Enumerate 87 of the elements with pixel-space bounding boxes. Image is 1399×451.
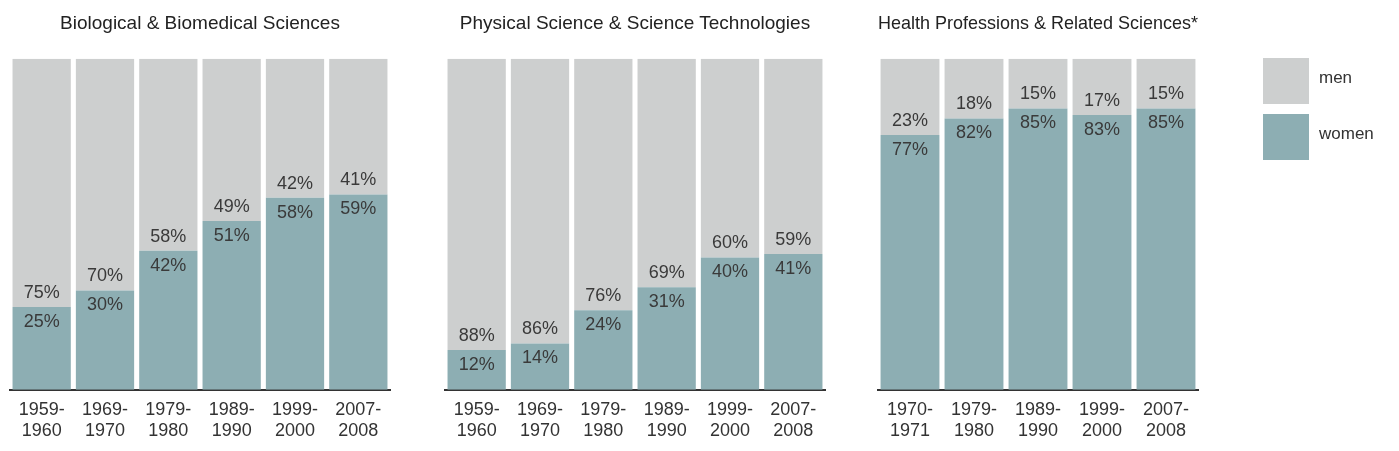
bar — [329, 194, 388, 390]
bar — [764, 254, 823, 390]
chart-title: Biological & Biomedical Sciences — [60, 11, 340, 33]
chart-title: Health Professions & Related Sciences* — [878, 11, 1198, 33]
data-label: 58% — [276, 201, 314, 222]
bar — [510, 343, 570, 390]
bar — [447, 58, 506, 351]
data-label: 14% — [521, 347, 559, 368]
data-label: 59% — [775, 229, 812, 250]
data-label: 31% — [648, 291, 685, 312]
bar — [637, 287, 696, 390]
bar — [139, 250, 198, 390]
bar — [12, 307, 71, 390]
data-label: 85% — [1019, 112, 1057, 133]
data-label: 41% — [340, 169, 377, 190]
data-label: 76% — [585, 285, 622, 306]
data-label: 70% — [86, 265, 124, 286]
bar — [265, 197, 325, 390]
bar — [1072, 115, 1132, 390]
x-tick-label: 1979-1980 — [145, 398, 192, 441]
bar — [880, 58, 940, 135]
data-label: 82% — [955, 122, 993, 143]
bar — [75, 290, 135, 390]
data-label: 40% — [711, 261, 749, 282]
data-label: 88% — [458, 325, 495, 346]
x-tick-label: 1970-1971 — [886, 398, 934, 441]
bar — [574, 58, 633, 311]
bar — [139, 58, 198, 251]
bar — [944, 118, 1004, 390]
data-label: 60% — [711, 232, 749, 253]
data-label: 41% — [775, 258, 812, 279]
data-label: 58% — [150, 225, 187, 246]
bar — [1136, 108, 1196, 390]
x-tick-label: 1989-1990 — [208, 398, 255, 441]
data-label: 15% — [1019, 83, 1057, 104]
bar — [329, 58, 388, 195]
x-tick-label: 1969-1970 — [81, 398, 129, 441]
bar — [637, 58, 696, 288]
x-tick-label: 1999-2000 — [706, 398, 754, 441]
bar — [1072, 58, 1132, 116]
data-label: 49% — [213, 195, 250, 216]
data-label: 51% — [213, 224, 250, 245]
data-label: 30% — [86, 294, 124, 315]
data-label: 75% — [23, 282, 60, 303]
x-tick-label: 2007-2008 — [335, 398, 382, 441]
x-tick-label: 1959-1960 — [453, 398, 500, 441]
chart-title: Physical Science & Science Technologies — [459, 11, 811, 33]
bar — [880, 134, 940, 390]
text: women — [1319, 124, 1374, 144]
data-label: 23% — [891, 109, 929, 130]
x-tick-label: 1989-1990 — [643, 398, 690, 441]
data-label: 17% — [1083, 90, 1121, 111]
data-label: 77% — [891, 138, 929, 159]
data-label: 15% — [1147, 83, 1185, 104]
bar — [75, 58, 135, 291]
bar — [574, 310, 633, 390]
x-tick-label: 1999-2000 — [1078, 398, 1126, 441]
bar — [944, 58, 1004, 119]
x-tick-label: 1999-2000 — [271, 398, 319, 441]
x-tick-label: 1979-1980 — [950, 398, 998, 441]
bar — [1008, 108, 1068, 390]
data-label: 12% — [458, 354, 495, 375]
bar — [510, 58, 570, 344]
x-tick-label: 1969-1970 — [516, 398, 564, 441]
x-tick-label: 2007-2008 — [770, 398, 817, 441]
x-tick-label: 1989-1990 — [1014, 398, 1062, 441]
x-tick-label: 2007-2008 — [1142, 398, 1190, 441]
data-label: 24% — [585, 314, 622, 335]
text: men — [1319, 68, 1353, 88]
bar — [265, 58, 325, 198]
data-label: 86% — [521, 318, 559, 339]
data-label: 69% — [648, 262, 685, 283]
x-tick-label: 1979-1980 — [580, 398, 627, 441]
bar — [764, 58, 823, 255]
data-label: 25% — [23, 311, 60, 332]
bar — [700, 257, 760, 390]
bar — [202, 220, 261, 390]
data-label: 42% — [276, 172, 314, 193]
data-label: 59% — [340, 198, 377, 219]
bar — [12, 58, 71, 308]
data-label: 85% — [1147, 112, 1185, 133]
data-label: 42% — [150, 254, 187, 275]
data-label: 83% — [1083, 119, 1121, 140]
bar — [700, 58, 760, 258]
data-label: 18% — [955, 93, 993, 114]
x-tick-label: 1959-1960 — [18, 398, 65, 441]
bar — [202, 58, 261, 221]
